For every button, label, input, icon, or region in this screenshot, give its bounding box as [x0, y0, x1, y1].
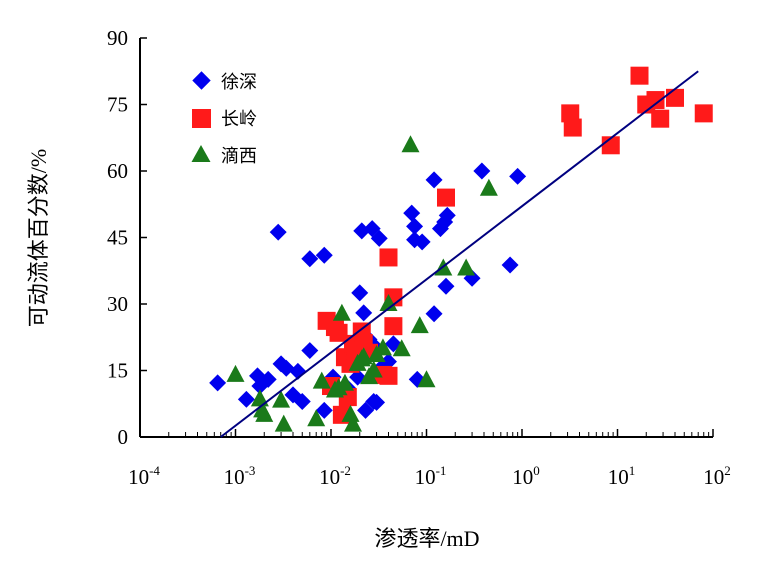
point-diamond-5	[269, 223, 287, 241]
point-triangle-10	[332, 303, 351, 321]
x-tick-label-6: 102	[703, 463, 731, 489]
point-diamond-22	[357, 401, 375, 419]
legend-label-dixi: 滴西	[221, 146, 257, 166]
point-square-25	[651, 109, 670, 128]
point-diamond-4	[259, 370, 277, 388]
point-diamond-34	[406, 217, 424, 235]
point-triangle-21	[379, 294, 398, 311]
point-diamond-10	[293, 393, 311, 411]
point-triangle-22	[392, 339, 411, 357]
point-square-3	[329, 323, 348, 342]
point-triangle-27	[457, 258, 476, 276]
y-tick-label-60: 60	[107, 159, 128, 183]
legend-marker-xushen	[192, 71, 211, 90]
y-tick-label-30: 30	[107, 292, 128, 316]
data-points	[209, 66, 713, 432]
trendline	[220, 70, 699, 438]
legend-marker-changling	[192, 109, 211, 128]
y-tick-label-15: 15	[107, 359, 128, 383]
point-square-18	[436, 188, 455, 207]
point-triangle-12	[341, 404, 360, 422]
point-diamond-37	[425, 171, 443, 189]
point-triangle-0	[226, 364, 245, 382]
y-tick-label-0: 0	[118, 425, 129, 449]
point-diamond-45	[501, 256, 519, 274]
point-square-14	[379, 366, 398, 385]
y-axis-title: 可动流体百分数/%	[26, 149, 51, 327]
point-square-15	[379, 248, 398, 267]
point-triangle-4	[272, 390, 291, 408]
tick-labels: 0 15 30 45 60 75 90 10-4 10-3 10-2 10-1 100 101 102	[107, 26, 731, 489]
point-diamond-19	[351, 284, 369, 302]
point-diamond-38	[425, 305, 443, 323]
y-tick-label-90: 90	[107, 26, 128, 50]
point-triangle-3	[255, 404, 274, 422]
point-diamond-14	[315, 401, 333, 419]
point-square-19	[561, 104, 580, 123]
point-diamond-12	[301, 342, 319, 360]
point-triangle-6	[307, 409, 326, 427]
legend-label-xushen: 徐深	[221, 72, 257, 92]
point-diamond-46	[509, 167, 527, 185]
point-diamond-42	[438, 206, 456, 224]
point-square-27	[694, 104, 713, 123]
point-diamond-36	[413, 233, 431, 251]
y-tick-label-45: 45	[107, 226, 128, 250]
point-square-24	[646, 91, 665, 110]
point-diamond-27	[368, 393, 386, 411]
x-tick-label-3: 10-1	[415, 463, 447, 489]
legend: 徐深 长岭 滴西	[191, 71, 257, 166]
trendline-layer	[220, 70, 699, 438]
point-triangle-11	[335, 373, 354, 391]
point-diamond-32	[403, 204, 421, 222]
point-diamond-0	[209, 374, 227, 392]
legend-marker-dixi	[191, 145, 211, 162]
point-square-17	[384, 317, 403, 336]
x-tick-label-1: 10-3	[224, 463, 256, 489]
legend-label-changling: 长岭	[221, 109, 257, 129]
point-triangle-20	[373, 338, 392, 356]
point-diamond-13	[315, 246, 333, 264]
point-triangle-18	[364, 360, 383, 378]
point-diamond-44	[473, 162, 491, 180]
point-diamond-28	[370, 229, 388, 247]
x-tick-label-0: 10-4	[128, 463, 160, 489]
point-triangle-16	[354, 347, 373, 365]
point-triangle-25	[417, 370, 436, 388]
x-tick-label-5: 101	[608, 463, 636, 489]
point-triangle-28	[479, 178, 498, 196]
point-diamond-7	[277, 359, 295, 377]
point-triangle-23	[401, 135, 420, 153]
point-triangle-13	[344, 414, 363, 432]
y-tick-label-75: 75	[107, 93, 128, 117]
point-square-20	[563, 118, 582, 137]
point-triangle-1	[250, 389, 269, 407]
point-diamond-41	[437, 277, 455, 295]
point-triangle-5	[274, 414, 293, 432]
x-axis-title: 渗透率/mD	[374, 526, 479, 551]
point-triangle-24	[410, 316, 429, 334]
point-triangle-7	[312, 371, 331, 389]
point-diamond-30	[380, 353, 397, 371]
point-diamond-11	[301, 250, 319, 268]
point-square-26	[665, 88, 684, 107]
x-tick-label-2: 10-2	[319, 463, 351, 489]
point-diamond-1	[237, 390, 255, 408]
point-diamond-21	[355, 304, 373, 322]
x-tick-label-4: 100	[512, 463, 540, 489]
point-square-22	[630, 66, 649, 85]
